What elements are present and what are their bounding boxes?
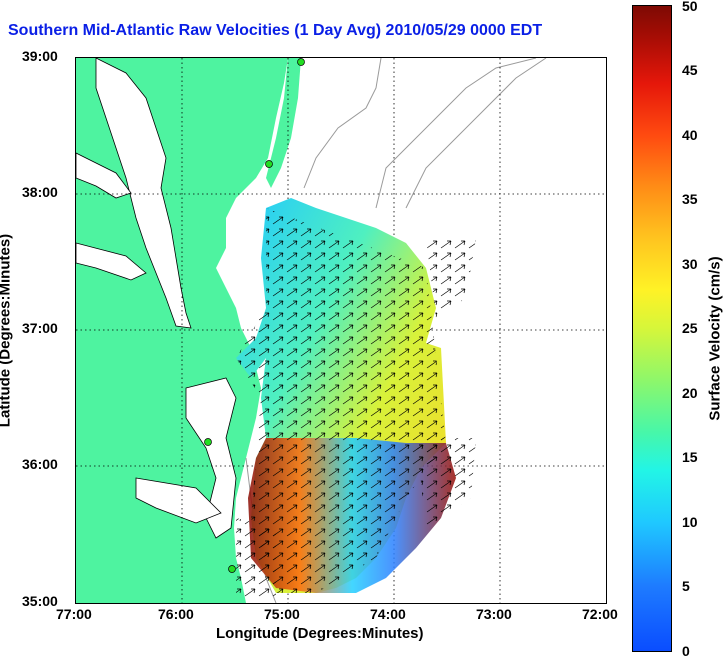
y-tick-label: 36:00: [22, 456, 58, 472]
radar-station: [228, 565, 236, 573]
colorbar-tick: 50: [682, 0, 698, 14]
colorbar: [632, 5, 672, 652]
radar-stations: [204, 58, 305, 573]
grid-lines: [76, 58, 606, 603]
map-canvas: [76, 58, 606, 603]
y-tick-label: 37:00: [22, 320, 58, 336]
x-axis-label: Longitude (Degrees:Minutes): [216, 625, 424, 642]
x-tick-label: 74:00: [370, 606, 406, 622]
y-axis-label: Latitude (Degrees:Minutes): [0, 233, 14, 428]
y-tick-label: 35:00: [22, 593, 58, 609]
bays: [76, 58, 237, 539]
colorbar-tick: 30: [682, 256, 698, 272]
x-tick-label: 73:00: [476, 606, 512, 622]
colorbar-tick: 40: [682, 127, 698, 143]
x-tick-label: 72:00: [582, 606, 618, 622]
velocity-field: [236, 198, 476, 598]
x-tick-label: 75:00: [264, 606, 300, 622]
colorbar-tick: 20: [682, 385, 698, 401]
radar-station: [265, 160, 273, 168]
radar-station: [204, 438, 212, 446]
radar-station: [297, 58, 305, 66]
map-title: Southern Mid-Atlantic Raw Velocities (1 …: [8, 22, 543, 39]
colorbar-tick: 15: [682, 449, 698, 465]
colorbar-tick: 0: [682, 643, 690, 659]
colorbar-tick: 45: [682, 62, 698, 78]
x-tick-label: 77:00: [56, 606, 92, 622]
map-plot-area[interactable]: [75, 57, 607, 604]
y-tick-label: 38:00: [22, 184, 58, 200]
colorbar-tick: 5: [682, 578, 690, 594]
colorbar-tick: 35: [682, 191, 698, 207]
colorbar-tick: 10: [682, 514, 698, 530]
x-tick-label: 76:00: [158, 606, 194, 622]
colorbar-tick: 25: [682, 320, 698, 336]
y-tick-label: 39:00: [22, 48, 58, 64]
colorbar-title: Surface Velocity (cm/s): [706, 256, 724, 421]
